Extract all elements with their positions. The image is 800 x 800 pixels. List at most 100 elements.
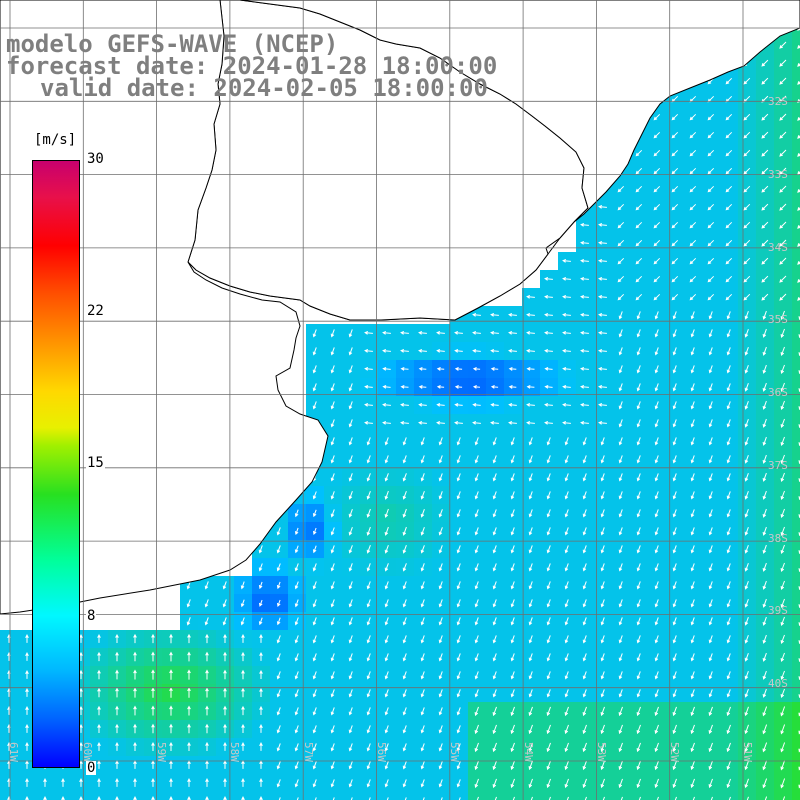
wind-arrow [744, 437, 749, 446]
wind-arrow [762, 598, 767, 608]
wind-arrow [690, 563, 695, 572]
wind-arrow [725, 167, 733, 175]
wind-arrow [400, 330, 409, 335]
wind-arrow [79, 687, 83, 698]
wind-arrow [115, 742, 119, 751]
wind-arrow [366, 455, 371, 464]
wind-arrow [348, 707, 353, 716]
wind-cell [612, 792, 630, 800]
wind-arrow [474, 581, 479, 590]
wind-arrow [743, 293, 751, 301]
wind-arrow [223, 723, 227, 734]
wind-arrow [780, 598, 785, 608]
wind-cell [540, 792, 558, 800]
wind-arrow [762, 742, 768, 753]
wind-arrow [653, 221, 661, 229]
wind-arrow [169, 778, 173, 787]
wind-arrow [582, 689, 587, 698]
wind-cell [468, 792, 486, 800]
wind-arrow [454, 420, 463, 425]
wind-arrow [743, 239, 751, 247]
wind-arrow [205, 687, 209, 698]
wind-arrow [654, 724, 659, 735]
wind-cell [792, 54, 800, 72]
wind-arrow [710, 796, 713, 800]
wind-arrow [744, 545, 749, 554]
wind-cell [342, 792, 360, 800]
wind-arrow [186, 617, 191, 626]
wind-arrow [79, 796, 83, 800]
wind-arrow [780, 418, 785, 428]
wind-arrow [205, 669, 209, 680]
wind-arrow [366, 526, 371, 536]
wind-arrow [384, 653, 389, 662]
lon-label: 54W [522, 742, 535, 762]
wind-arrow [764, 796, 768, 800]
wind-arrow [618, 347, 623, 356]
wind-arrow [743, 221, 751, 229]
wind-arrow [653, 239, 661, 247]
wind-arrow [510, 437, 515, 446]
wind-arrow [294, 527, 299, 536]
wind-arrow [582, 455, 587, 464]
wind-arrow [546, 742, 551, 753]
wind-arrow [743, 167, 751, 175]
wind-arrow [744, 689, 749, 698]
wind-arrow [654, 311, 659, 320]
wind-arrow [635, 257, 643, 265]
wind-arrow [546, 455, 551, 464]
lon-label: 52W [668, 742, 681, 762]
wind-arrow [725, 203, 733, 211]
wind-arrow [366, 491, 371, 500]
wind-arrow [348, 347, 353, 356]
lon-label: 59W [155, 742, 168, 762]
wind-arrow [636, 455, 641, 464]
wind-arrow [546, 491, 551, 500]
wind-cell [792, 126, 800, 144]
wind-arrow [492, 635, 497, 644]
wind-arrow [169, 723, 173, 734]
wind-arrow [205, 633, 209, 644]
wind-arrow [580, 258, 589, 263]
wind-arrow [312, 329, 317, 338]
wind-arrow [332, 797, 335, 800]
wind-arrow [402, 599, 407, 608]
wind-arrow [528, 473, 533, 482]
wind-arrow [708, 617, 713, 626]
wind-arrow [600, 742, 605, 753]
wind-arrow [420, 743, 425, 752]
wind-arrow [654, 491, 659, 500]
wind-arrow [636, 527, 641, 536]
wind-arrow [438, 635, 443, 644]
wind-arrow [492, 689, 497, 698]
wind-arrow [744, 311, 749, 320]
wind-arrow [618, 437, 623, 446]
wind-arrow [546, 635, 551, 644]
wind-arrow [744, 383, 749, 392]
wind-arrow [761, 203, 769, 211]
wind-arrow [564, 581, 569, 590]
wind-arrow [528, 581, 533, 590]
wind-arrow [761, 221, 769, 229]
wind-arrow [438, 509, 443, 518]
wind-arrow [598, 222, 607, 227]
wind-arrow [654, 383, 659, 392]
wind-arrow [780, 688, 785, 698]
wind-arrow [780, 472, 785, 482]
wind-cell [144, 792, 162, 800]
wind-arrow [635, 203, 643, 211]
wind-arrow [492, 617, 497, 626]
wind-arrow [474, 509, 479, 518]
wind-arrow [726, 545, 731, 554]
wind-arrow [97, 705, 101, 716]
wind-arrow [636, 760, 641, 771]
wind-arrow [456, 707, 461, 716]
wind-arrow [654, 455, 659, 464]
wind-arrow [762, 310, 767, 320]
wind-arrow [151, 633, 155, 644]
wind-arrow [508, 420, 517, 425]
wind-arrow [438, 563, 443, 572]
wind-arrow [654, 563, 659, 572]
wind-arrow [672, 455, 677, 464]
